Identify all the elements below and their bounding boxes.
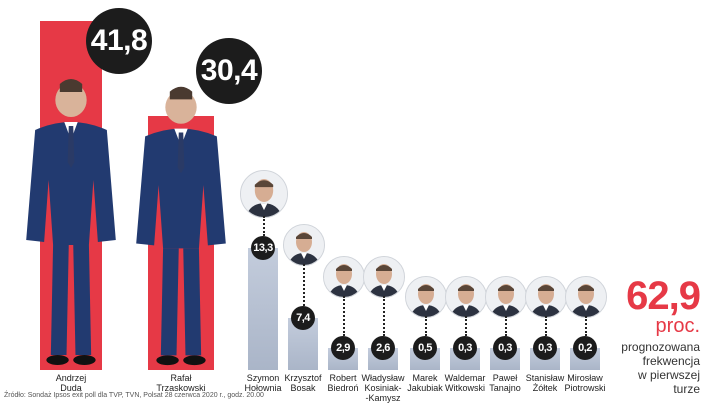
candidate-name: Władysław Kosiniak- -Kamysz xyxy=(349,373,417,403)
candidate-name-line: Piotrowski xyxy=(564,383,606,393)
candidate-name-line: Rafał xyxy=(170,373,192,383)
candidate-name: Andrzej Duda xyxy=(37,373,105,393)
turnout-value: 62,9 xyxy=(626,274,701,318)
candidate-portrait xyxy=(565,276,607,318)
turnout-unit: proc. xyxy=(655,315,700,337)
dotted-connector xyxy=(465,316,467,336)
bar-2 xyxy=(248,247,278,370)
candidate-name-line: Marek xyxy=(412,373,438,383)
portrait-icon xyxy=(486,277,526,317)
portrait-icon xyxy=(566,277,606,317)
dotted-connector xyxy=(343,296,345,336)
person-silhouette-icon xyxy=(136,86,226,366)
person-silhouette-icon xyxy=(26,79,116,365)
dotted-connector xyxy=(383,296,385,336)
source-note: Źródło: Sondaż Ipsos exit poll dla TVP, … xyxy=(4,392,264,399)
portrait-icon xyxy=(241,171,287,217)
candidate-portrait xyxy=(240,170,288,218)
value-badge: 7,4 xyxy=(291,306,315,331)
dotted-connector xyxy=(263,216,265,236)
portrait-icon xyxy=(364,257,404,297)
turnout-desc-line: turze xyxy=(673,382,700,396)
candidate-name: Waldemar Witkowski xyxy=(431,373,499,393)
candidate-name-line: Szymon xyxy=(246,373,280,383)
candidate-name-line: Stanisław xyxy=(525,373,565,383)
candidate-name-line: Jakubiak xyxy=(407,383,443,393)
dotted-connector xyxy=(425,316,427,336)
portrait-icon xyxy=(406,277,446,317)
value-badge: 2,6 xyxy=(371,336,395,360)
candidate-name-line: Kosiniak- xyxy=(364,383,402,393)
candidate-name-line: Krzysztof xyxy=(284,373,322,383)
value-badge: 13,3 xyxy=(251,235,275,260)
candidate-portrait xyxy=(525,276,567,318)
turnout-desc-line: prognozowana xyxy=(621,340,700,354)
portrait-icon xyxy=(526,277,566,317)
value-badge: 0,3 xyxy=(453,336,477,360)
candidate-portrait xyxy=(405,276,447,318)
candidate-name: Krzysztof Bosak xyxy=(269,373,337,393)
candidate-name: Marek Jakubiak xyxy=(391,373,459,393)
candidate-name: Robert Biedroń xyxy=(309,373,377,393)
dotted-connector xyxy=(585,316,587,336)
candidate-name-line: Hołownia xyxy=(244,383,282,393)
dotted-connector xyxy=(303,264,305,307)
value-badge: 0,2 xyxy=(573,336,597,360)
candidate-name-line: Mirosław xyxy=(567,373,603,383)
value-badge: 0,5 xyxy=(413,336,437,360)
portrait-icon xyxy=(284,225,324,265)
candidate-name-line: Bosak xyxy=(290,383,316,393)
candidate-name-line: Robert xyxy=(329,373,357,383)
candidate-name: Stanisław Żółtek xyxy=(511,373,579,393)
turnout-block: 62,9 proc. prognozowana frekwencja w pie… xyxy=(621,274,701,396)
candidate-figure xyxy=(15,70,127,370)
candidate-name-line: Trzaskowski xyxy=(156,383,206,393)
candidate-portrait xyxy=(363,256,405,298)
candidate-name: Mirosław Piotrowski xyxy=(551,373,619,393)
candidate-portrait xyxy=(323,256,365,298)
candidate-name: Rafał Trzaskowski xyxy=(147,373,215,393)
value-badge: 0,3 xyxy=(533,336,557,360)
candidate-name-line: -Kamysz xyxy=(365,393,401,403)
candidate-figure xyxy=(125,78,237,370)
candidate-name: Paweł Tanajno xyxy=(471,373,539,393)
candidate-name-line: Żółtek xyxy=(532,383,558,393)
candidate-name-line: Waldemar xyxy=(444,373,486,383)
portrait-icon xyxy=(324,257,364,297)
turnout-description: prognozowana frekwencja w pierwszej turz… xyxy=(621,340,700,396)
turnout-desc-line: w pierwszej xyxy=(637,368,700,382)
candidate-name-line: Władysław xyxy=(361,373,405,383)
candidate-name-line: Tanajno xyxy=(489,383,521,393)
value-badge: 2,9 xyxy=(331,336,355,360)
dotted-connector xyxy=(545,316,547,336)
candidate-name-line: Biedroń xyxy=(327,383,359,393)
candidate-name-line: Andrzej xyxy=(55,373,87,383)
value-badge: 0,3 xyxy=(493,336,517,360)
value-badge: 41,8 xyxy=(86,8,152,74)
portrait-icon xyxy=(446,277,486,317)
candidate-name-line: Duda xyxy=(60,383,82,393)
candidate-name-line: Witkowski xyxy=(445,383,485,393)
candidate-portrait xyxy=(445,276,487,318)
candidate-portrait xyxy=(283,224,325,266)
turnout-desc-line: frekwencja xyxy=(642,354,700,368)
candidate-portrait xyxy=(485,276,527,318)
candidate-name: Szymon Hołownia xyxy=(229,373,297,393)
dotted-connector xyxy=(505,316,507,336)
candidate-name-line: Paweł xyxy=(492,373,518,383)
value-badge: 30,4 xyxy=(196,38,262,104)
